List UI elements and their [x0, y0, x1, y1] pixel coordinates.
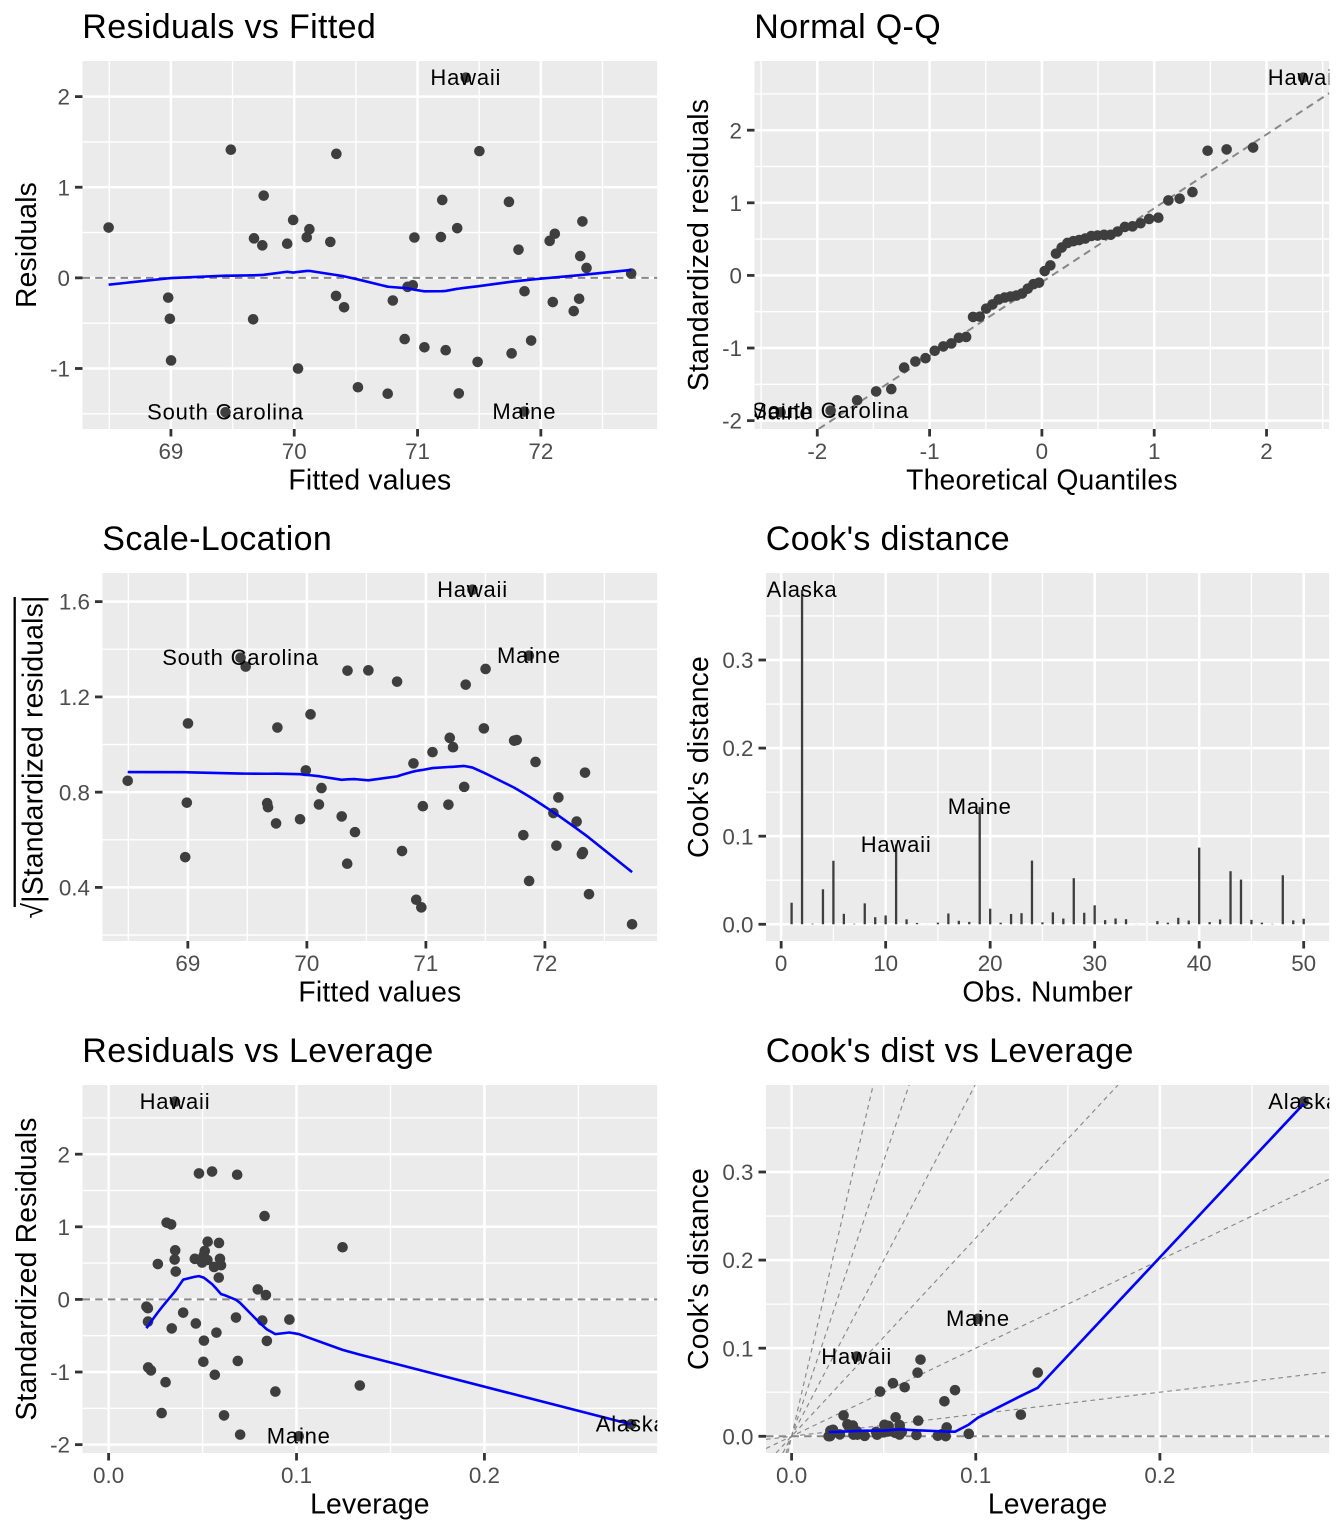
svg-text:Maine: Maine	[948, 794, 1012, 819]
svg-text:1: 1	[1148, 439, 1160, 464]
svg-text:71: 71	[405, 439, 430, 464]
svg-text:0.0: 0.0	[722, 1424, 753, 1449]
svg-text:Residuals vs Fitted: Residuals vs Fitted	[82, 8, 376, 46]
svg-text:50: 50	[1291, 951, 1316, 976]
svg-text:Maine: Maine	[492, 399, 556, 424]
svg-text:-1: -1	[50, 1360, 70, 1385]
svg-text:Hawaii: Hawaii	[430, 65, 501, 90]
svg-text:√|Standardized residuals|: √|Standardized residuals|	[17, 595, 49, 918]
svg-text:69: 69	[158, 439, 183, 464]
svg-text:0.1: 0.1	[722, 824, 753, 849]
svg-text:-1: -1	[722, 336, 742, 361]
svg-text:70: 70	[282, 439, 307, 464]
svg-text:1.6: 1.6	[59, 590, 90, 615]
svg-text:69: 69	[175, 951, 200, 976]
svg-text:0.0: 0.0	[93, 1463, 124, 1488]
svg-text:0.2: 0.2	[722, 736, 753, 761]
svg-text:0.2: 0.2	[469, 1463, 500, 1488]
svg-text:40: 40	[1187, 951, 1212, 976]
svg-text:1: 1	[730, 191, 742, 216]
svg-text:10: 10	[873, 951, 898, 976]
svg-text:72: 72	[532, 951, 557, 976]
svg-text:Residuals vs Leverage: Residuals vs Leverage	[82, 1032, 433, 1070]
svg-text:0: 0	[58, 266, 70, 291]
svg-text:Standardized Residuals: Standardized Residuals	[10, 1117, 42, 1420]
svg-text:0.2: 0.2	[722, 1248, 753, 1273]
svg-text:0.8: 0.8	[59, 780, 90, 805]
svg-text:-1: -1	[920, 439, 940, 464]
svg-text:0.4: 0.4	[59, 876, 90, 901]
svg-text:Scale-Location: Scale-Location	[102, 520, 332, 558]
svg-text:Standardized residuals: Standardized residuals	[682, 99, 714, 391]
svg-text:Alaska: Alaska	[596, 1412, 667, 1437]
svg-text:Cook's distance: Cook's distance	[682, 656, 714, 858]
svg-text:Maine: Maine	[267, 1424, 331, 1449]
svg-text:0.3: 0.3	[722, 648, 753, 673]
svg-text:Leverage: Leverage	[988, 1488, 1108, 1520]
svg-text:Obs. Number: Obs. Number	[962, 976, 1132, 1008]
svg-text:0: 0	[58, 1288, 70, 1313]
svg-text:0: 0	[775, 951, 787, 976]
svg-text:2: 2	[1260, 439, 1272, 464]
svg-text:20: 20	[978, 951, 1003, 976]
svg-text:30: 30	[1082, 951, 1107, 976]
svg-text:2: 2	[730, 118, 742, 143]
svg-text:0.0: 0.0	[722, 912, 753, 937]
svg-text:Leverage: Leverage	[310, 1488, 430, 1520]
svg-text:70: 70	[294, 951, 319, 976]
svg-text:Residuals: Residuals	[10, 182, 42, 308]
svg-text:Maine: Maine	[749, 400, 813, 425]
svg-text:1: 1	[58, 175, 70, 200]
svg-text:Alaska: Alaska	[767, 577, 838, 602]
svg-text:1: 1	[58, 1215, 70, 1240]
svg-text:0.1: 0.1	[722, 1336, 753, 1361]
svg-text:Fitted values: Fitted values	[288, 464, 451, 496]
svg-text:0.1: 0.1	[281, 1463, 312, 1488]
svg-text:Hawaii: Hawaii	[437, 577, 508, 602]
svg-text:South Carolina: South Carolina	[147, 400, 304, 425]
svg-text:Theoretical Quantiles: Theoretical Quantiles	[906, 464, 1178, 496]
svg-text:Hawaii: Hawaii	[821, 1344, 892, 1369]
svg-text:0: 0	[1036, 439, 1048, 464]
svg-text:-2: -2	[722, 409, 742, 434]
svg-text:-1: -1	[50, 357, 70, 382]
svg-text:2: 2	[58, 85, 70, 110]
svg-text:2: 2	[58, 1142, 70, 1167]
svg-text:0.0: 0.0	[776, 1463, 807, 1488]
svg-text:0.2: 0.2	[1144, 1463, 1175, 1488]
svg-text:Hawaii: Hawaii	[1268, 65, 1339, 90]
svg-text:0: 0	[730, 264, 742, 289]
svg-text:Alaska: Alaska	[1268, 1089, 1339, 1114]
svg-text:1.2: 1.2	[59, 685, 90, 710]
svg-text:0.1: 0.1	[960, 1463, 991, 1488]
svg-text:South Carolina: South Carolina	[162, 645, 319, 670]
svg-text:Hawaii: Hawaii	[140, 1089, 211, 1114]
svg-text:-2: -2	[807, 439, 827, 464]
svg-text:72: 72	[528, 439, 553, 464]
svg-text:Fitted values: Fitted values	[298, 976, 461, 1008]
svg-text:Maine: Maine	[946, 1306, 1010, 1331]
svg-text:Cook's distance: Cook's distance	[682, 1168, 714, 1370]
svg-text:Normal Q-Q: Normal Q-Q	[754, 8, 941, 46]
svg-text:Cook's dist vs Leverage: Cook's dist vs Leverage	[766, 1032, 1134, 1070]
svg-text:Hawaii: Hawaii	[861, 832, 932, 857]
svg-text:-2: -2	[50, 1433, 70, 1458]
svg-text:Cook's distance: Cook's distance	[766, 520, 1010, 558]
svg-text:0.3: 0.3	[722, 1160, 753, 1185]
svg-text:South Carolina: South Carolina	[752, 398, 909, 423]
svg-text:71: 71	[413, 951, 438, 976]
svg-text:Maine: Maine	[497, 643, 561, 668]
